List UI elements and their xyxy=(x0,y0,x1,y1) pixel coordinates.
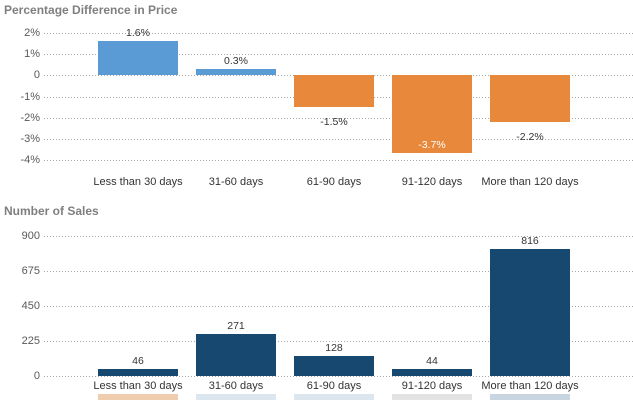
bar-31-60-days[interactable] xyxy=(196,334,276,376)
x-axis-category-label: More than 120 days xyxy=(481,380,579,392)
gridline xyxy=(44,118,633,119)
cutoff-bar-fragment xyxy=(392,394,472,400)
bar-61-90-days[interactable] xyxy=(294,75,374,107)
number-of-sales-chart-title: Number of Sales xyxy=(4,204,99,218)
y-axis-tick-label: 0 xyxy=(33,370,40,382)
price-difference-chart: Percentage Difference in Price 2% 1% 0 -1% -… xyxy=(0,0,633,196)
y-axis-tick-label: -4% xyxy=(20,154,40,166)
bar-more-than-120-days[interactable] xyxy=(490,75,570,122)
value-label: 46 xyxy=(132,355,144,367)
x-axis-category-label: 91-120 days xyxy=(401,176,463,188)
price-difference-chart-title: Percentage Difference in Price xyxy=(4,3,178,17)
y-axis-tick-label: 900 xyxy=(21,230,40,242)
y-axis-tick-label: 0 xyxy=(33,69,40,81)
x-axis-category-label: Less than 30 days xyxy=(93,380,183,392)
y-axis-tick-label: 225 xyxy=(21,335,40,347)
value-label: 0.3% xyxy=(224,55,248,67)
y-axis-tick-label: 675 xyxy=(21,265,40,277)
x-axis-category-label: 91-120 days xyxy=(401,380,463,392)
y-axis-tick-label: -1% xyxy=(20,91,40,103)
y-axis-tick-label: 450 xyxy=(21,300,40,312)
bar-91-120-days[interactable] xyxy=(392,75,472,153)
value-label: 271 xyxy=(227,320,245,332)
bar-less-than-30-days[interactable] xyxy=(98,369,178,376)
x-axis-category-label: 31-60 days xyxy=(208,176,264,188)
gridline xyxy=(44,306,633,307)
y-axis-tick-label: -2% xyxy=(20,112,40,124)
cutoff-bar-fragment xyxy=(196,394,276,400)
gridline xyxy=(44,139,633,140)
bar-less-than-30-days[interactable] xyxy=(98,41,178,75)
gridline xyxy=(44,160,633,161)
value-label: 128 xyxy=(325,342,343,354)
value-label: -2.2% xyxy=(516,131,544,143)
gridline xyxy=(44,271,633,272)
gridline xyxy=(44,54,633,55)
y-axis-tick-label: 2% xyxy=(24,27,40,39)
cutoff-bar-fragment xyxy=(98,394,178,400)
gridline xyxy=(44,33,633,34)
x-axis-category-label: 61-90 days xyxy=(306,176,362,188)
y-axis-tick-label: -3% xyxy=(20,133,40,145)
cutoff-bar-fragment xyxy=(294,394,374,400)
bar-91-120-days[interactable] xyxy=(392,369,472,376)
cutoff-bar-fragment xyxy=(490,394,570,400)
value-label: -1.5% xyxy=(320,116,348,128)
bar-more-than-120-days[interactable] xyxy=(490,249,570,376)
bar-31-60-days[interactable] xyxy=(196,69,276,75)
x-axis-category-label: Less than 30 days xyxy=(93,176,183,188)
x-axis-category-label: 61-90 days xyxy=(306,380,362,392)
bar-61-90-days[interactable] xyxy=(294,356,374,376)
value-label: 1.6% xyxy=(126,27,150,39)
y-axis-tick-label: 1% xyxy=(24,48,40,60)
value-label: 44 xyxy=(426,355,438,367)
gridline xyxy=(44,236,633,237)
value-label: -3.7% xyxy=(418,139,446,151)
x-axis-category-label: More than 120 days xyxy=(481,176,579,188)
gridline xyxy=(44,341,633,342)
gridline xyxy=(44,376,633,377)
value-label: 816 xyxy=(521,235,539,247)
x-axis-category-label: 31-60 days xyxy=(208,380,264,392)
